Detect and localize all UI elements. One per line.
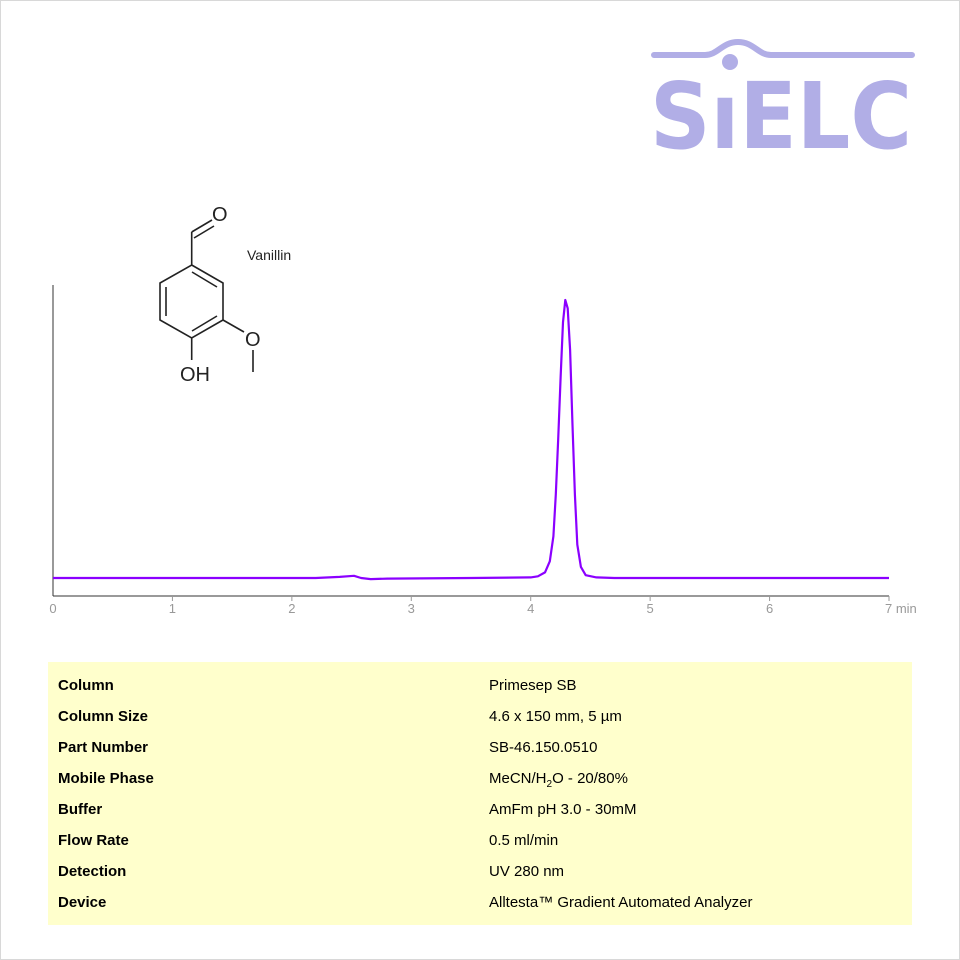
condition-label: Flow Rate bbox=[58, 832, 129, 849]
chromatogram-trace bbox=[53, 298, 889, 581]
x-tick-label: 0 bbox=[49, 601, 56, 616]
condition-label: Detection bbox=[58, 863, 127, 880]
condition-row: Detection UV 280 nm bbox=[48, 863, 912, 894]
condition-value: 0.5 ml/min bbox=[489, 832, 559, 849]
sielc-logo: SıELC bbox=[650, 38, 915, 170]
x-tick-label: 3 bbox=[408, 601, 415, 616]
x-tick-label: 1 bbox=[169, 601, 176, 616]
x-tick-label: 5 bbox=[647, 601, 654, 616]
condition-value: AmFm pH 3.0 - 30mM bbox=[489, 801, 637, 818]
condition-row: Flow Rate 0.5 ml/min bbox=[48, 832, 912, 863]
condition-value: Primesep SB bbox=[489, 677, 577, 694]
atom-o-methoxy: O bbox=[245, 329, 261, 351]
atom-oh: OH bbox=[180, 364, 210, 386]
vanillin-structure bbox=[159, 219, 254, 372]
condition-row: Mobile Phase MeCN/H2O - 20/80% bbox=[48, 770, 912, 801]
x-tick-label: 4 bbox=[527, 601, 534, 616]
condition-value: UV 280 nm bbox=[489, 863, 565, 880]
condition-label: Device bbox=[58, 894, 107, 911]
svg-text:SıELC: SıELC bbox=[650, 63, 912, 170]
condition-label: Column Size bbox=[58, 708, 149, 725]
condition-row: Column Size 4.6 x 150 mm, 5 µm bbox=[48, 708, 912, 739]
x-tick-label: 7 min bbox=[885, 601, 917, 616]
condition-label: Buffer bbox=[58, 801, 103, 818]
chromatogram: SıELC O O OH Vanillin 0 1 2 3 4 5 6 7 min bbox=[49, 38, 917, 616]
x-tick-label: 6 bbox=[766, 601, 773, 616]
conditions-table: Column Primesep SB Column Size 4.6 x 150 mm… bbox=[48, 662, 912, 925]
condition-value: MeCN/H2O - 20/80% bbox=[489, 770, 628, 790]
condition-label: Column bbox=[58, 677, 114, 694]
condition-row: Buffer AmFm pH 3.0 - 30mM bbox=[48, 801, 912, 832]
condition-row: Column Primesep SB bbox=[48, 677, 912, 708]
condition-value: SB-46.150.0510 bbox=[489, 739, 598, 756]
condition-value: 4.6 x 150 mm, 5 µm bbox=[489, 708, 622, 725]
compound-name: Vanillin bbox=[247, 247, 291, 263]
condition-value: Alltesta™ Gradient Automated Analyzer bbox=[489, 894, 753, 911]
x-tick-label: 2 bbox=[288, 601, 295, 616]
condition-label: Mobile Phase bbox=[58, 770, 154, 787]
condition-label: Part Number bbox=[58, 739, 149, 756]
condition-row: Part Number SB-46.150.0510 bbox=[48, 739, 912, 770]
atom-o-aldehyde: O bbox=[212, 204, 228, 226]
condition-row: Device Alltesta™ Gradient Automated Analy… bbox=[48, 894, 912, 925]
